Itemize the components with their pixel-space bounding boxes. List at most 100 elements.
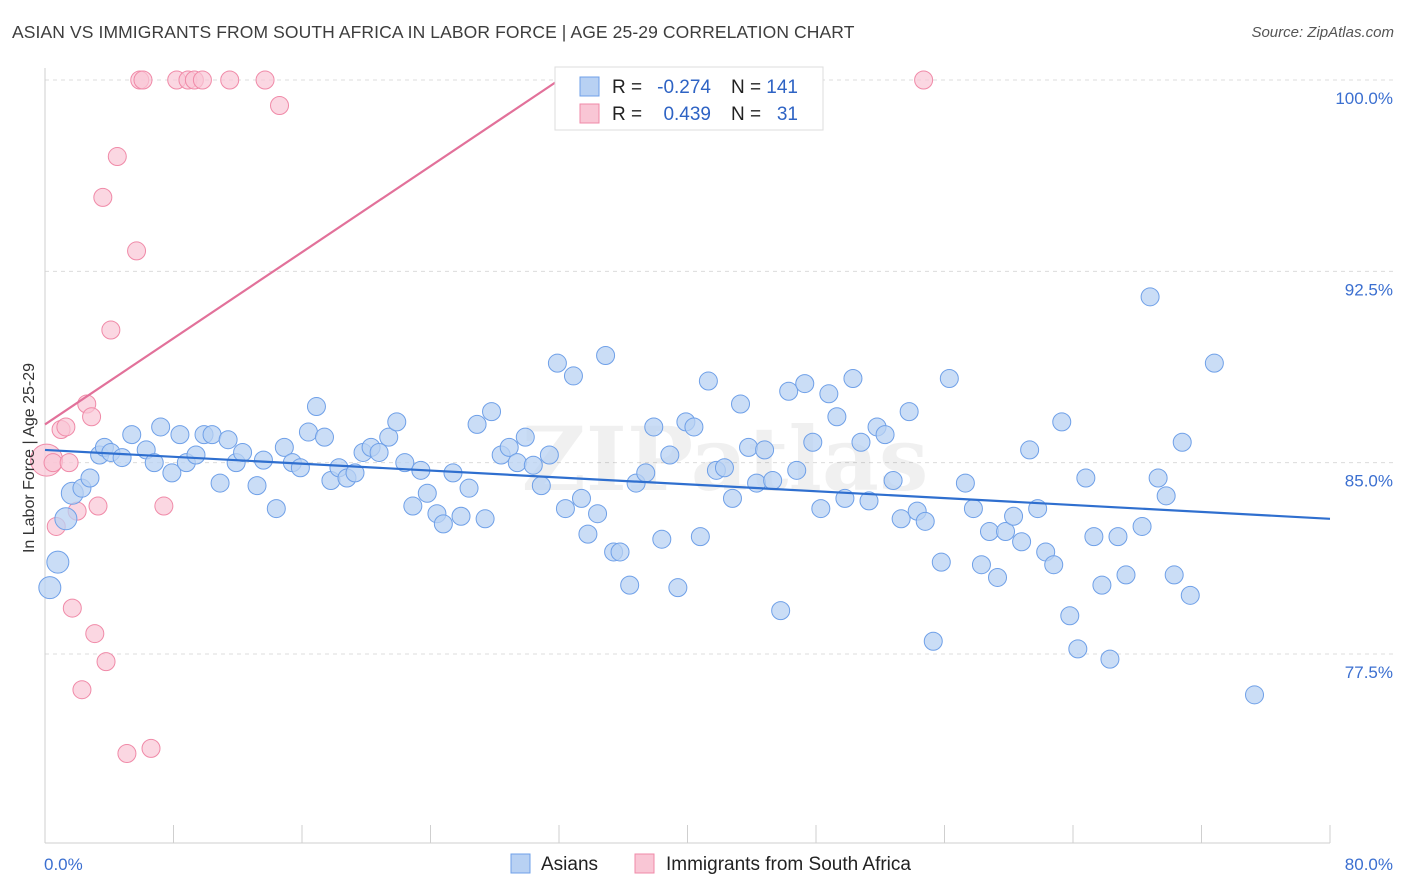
point-immigrants-4 <box>56 417 76 437</box>
point-immigrants-21 <box>141 738 161 758</box>
point-asians-24 <box>247 476 267 496</box>
point-asians-112 <box>963 499 983 519</box>
legend-n-value-2: 31 <box>777 104 798 125</box>
point-asians-47 <box>433 514 453 534</box>
point-asians-75 <box>660 445 680 465</box>
point-asians-129 <box>1100 649 1120 669</box>
point-asians-53 <box>482 402 502 422</box>
bottom-legend-asians: Asians <box>541 854 598 875</box>
point-asians-14 <box>162 463 182 483</box>
point-asians-5 <box>80 468 100 488</box>
point-immigrants-5 <box>59 453 79 473</box>
point-asians-39 <box>369 442 389 462</box>
point-asians-116 <box>996 522 1016 542</box>
point-asians-9 <box>112 448 132 468</box>
point-asians-2 <box>54 507 78 531</box>
chart-title: ASIAN VS IMMIGRANTS FROM SOUTH AFRICA IN… <box>12 22 855 42</box>
point-immigrants-10 <box>82 407 102 427</box>
point-asians-128 <box>1092 575 1112 595</box>
point-immigrants-26 <box>192 70 212 90</box>
point-asians-92 <box>795 374 815 394</box>
point-immigrants-12 <box>88 496 108 516</box>
point-asians-82 <box>714 458 734 478</box>
point-asians-114 <box>979 522 999 542</box>
point-asians-135 <box>1156 486 1176 506</box>
point-asians-42 <box>395 453 415 473</box>
point-asians-67 <box>596 346 616 366</box>
point-asians-122 <box>1044 555 1064 575</box>
point-asians-109 <box>931 552 951 572</box>
point-asians-113 <box>971 555 991 575</box>
point-asians-100 <box>859 491 879 511</box>
point-asians-90 <box>779 381 799 401</box>
legend-n-value-1: 141 <box>766 77 798 98</box>
point-asians-12 <box>144 453 164 473</box>
point-asians-36 <box>345 463 365 483</box>
point-asians-85 <box>739 437 759 457</box>
point-asians-133 <box>1140 287 1160 307</box>
point-asians-96 <box>827 407 847 427</box>
point-asians-131 <box>1116 565 1136 585</box>
point-asians-115 <box>988 567 1008 587</box>
point-asians-76 <box>668 578 688 598</box>
point-asians-23 <box>233 442 253 462</box>
point-asians-139 <box>1204 353 1224 373</box>
point-asians-21 <box>218 430 238 450</box>
point-asians-111 <box>955 473 975 493</box>
point-asians-123 <box>1052 412 1072 432</box>
point-immigrants-29 <box>270 96 290 116</box>
point-asians-87 <box>755 440 775 460</box>
point-asians-73 <box>644 417 664 437</box>
point-immigrants-6 <box>62 598 82 618</box>
point-asians-31 <box>306 397 326 417</box>
legend-r-value-1: -0.274 <box>657 77 711 98</box>
point-immigrants-20 <box>133 70 153 90</box>
point-asians-79 <box>690 527 710 547</box>
point-asians-80 <box>698 371 718 391</box>
y-tick-label-0: 100.0% <box>1335 89 1393 108</box>
point-asians-60 <box>539 445 559 465</box>
point-asians-43 <box>403 496 423 516</box>
series-immigrants-points <box>30 70 934 763</box>
trend-lines <box>44 79 1331 520</box>
point-asians-30 <box>298 422 318 442</box>
point-asians-138 <box>1180 585 1200 605</box>
point-asians-59 <box>531 476 551 496</box>
point-asians-102 <box>875 425 895 445</box>
point-immigrants-28 <box>255 70 275 90</box>
point-asians-13 <box>151 417 171 437</box>
legend-swatch-asians <box>579 76 600 97</box>
point-asians-66 <box>588 504 608 524</box>
point-asians-45 <box>417 483 437 503</box>
point-asians-0 <box>38 576 62 600</box>
point-asians-51 <box>467 414 487 434</box>
bottom-legend-immigrants: Immigrants from South Africa <box>666 854 911 875</box>
y-tick-label-1: 92.5% <box>1345 280 1393 299</box>
point-immigrants-27 <box>220 70 240 90</box>
legend-n-label-2: N = <box>731 104 761 125</box>
point-asians-95 <box>819 384 839 404</box>
point-asians-140 <box>1245 685 1265 705</box>
point-asians-41 <box>387 412 407 432</box>
point-asians-69 <box>610 542 630 562</box>
point-immigrants-11 <box>85 624 105 644</box>
point-asians-19 <box>202 425 222 445</box>
point-asians-52 <box>475 509 495 529</box>
bottom-legend-swatch-immigrants <box>634 853 655 874</box>
point-asians-27 <box>274 437 294 457</box>
point-immigrants-15 <box>101 320 121 340</box>
y-tick-label-2: 85.0% <box>1345 472 1393 491</box>
point-asians-108 <box>923 631 943 651</box>
point-asians-63 <box>563 366 583 386</box>
point-asians-1 <box>46 550 70 574</box>
point-asians-70 <box>620 575 640 595</box>
bottom-legend-swatch-asians <box>510 853 531 874</box>
point-asians-103 <box>883 471 903 491</box>
point-asians-50 <box>459 478 479 498</box>
gridlines <box>45 79 1395 655</box>
point-asians-89 <box>771 601 791 621</box>
legend-frame <box>554 66 824 131</box>
point-asians-10 <box>122 425 142 445</box>
series-asians-points <box>38 287 1265 705</box>
point-asians-94 <box>811 499 831 519</box>
